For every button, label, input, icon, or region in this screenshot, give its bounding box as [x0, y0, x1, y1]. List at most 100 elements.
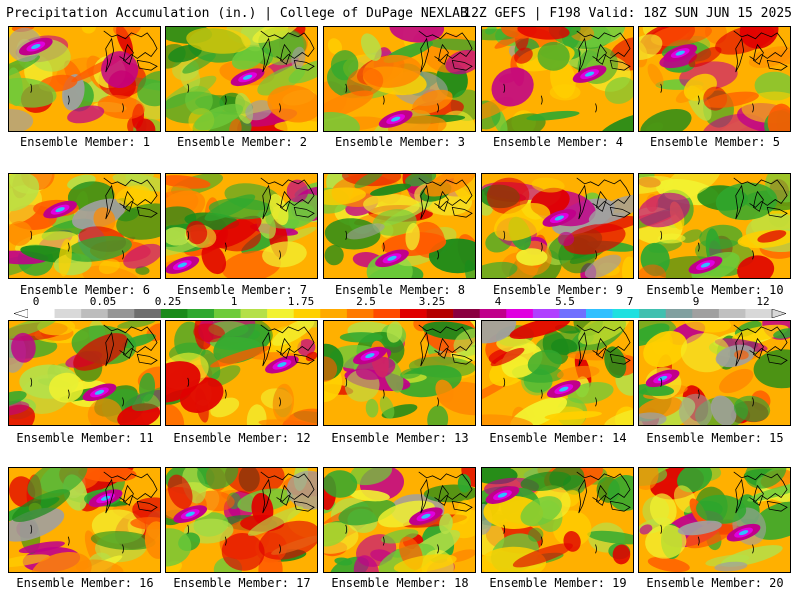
ensemble-map-panel — [481, 320, 634, 426]
colorbar-tick-label: 0.25 — [154, 295, 182, 308]
colorbar-segment — [187, 309, 215, 318]
colorbar-segment — [506, 309, 534, 318]
precipitation-map — [482, 468, 633, 572]
ensemble-member-caption: Ensemble Member: 13 — [331, 431, 469, 445]
colorbar-segment — [665, 309, 693, 318]
colorbar-segment — [81, 309, 109, 318]
colorbar-tick-label: 1 — [230, 295, 238, 308]
ensemble-member-caption: Ensemble Member: 11 — [16, 431, 154, 445]
precipitation-map — [639, 174, 790, 278]
colorbar — [14, 309, 786, 318]
ensemble-map-panel — [8, 173, 161, 279]
ensemble-map-panel — [481, 26, 634, 132]
ensemble-member-caption: Ensemble Member: 7 — [176, 283, 308, 297]
precipitation-map — [9, 27, 160, 131]
precipitation-map — [324, 27, 475, 131]
ensemble-map-panel — [165, 173, 318, 279]
precipitation-map — [324, 321, 475, 425]
ensemble-map-panel — [165, 467, 318, 573]
ensemble-map-panel — [323, 173, 476, 279]
ensemble-member-caption: Ensemble Member: 15 — [646, 431, 784, 445]
precipitation-map — [482, 27, 633, 131]
ensemble-member-caption: Ensemble Member: 18 — [331, 576, 469, 590]
ensemble-member-caption: Ensemble Member: 17 — [173, 576, 311, 590]
colorbar-segment — [240, 309, 268, 318]
ensemble-member-caption: Ensemble Member: 5 — [649, 135, 781, 149]
ensemble-member-caption: Ensemble Member: 4 — [492, 135, 624, 149]
precipitation-map — [482, 321, 633, 425]
colorbar-min-arrow — [14, 309, 29, 318]
ensemble-member-caption: Ensemble Member: 12 — [173, 431, 311, 445]
precipitation-map — [9, 468, 160, 572]
ensemble-member-caption: Ensemble Member: 1 — [19, 135, 151, 149]
precipitation-map — [324, 174, 475, 278]
ensemble-map-panel — [165, 320, 318, 426]
precipitation-map — [9, 174, 160, 278]
colorbar-tick-label: 9 — [692, 295, 700, 308]
colorbar-tick-label: 1.75 — [287, 295, 315, 308]
colorbar-segment — [745, 309, 773, 318]
precipitation-map — [166, 27, 317, 131]
colorbar-segment — [586, 309, 613, 318]
precipitation-map — [482, 174, 633, 278]
colorbar-segment — [612, 309, 640, 318]
colorbar-max-arrow — [771, 309, 786, 318]
precipitation-map — [166, 321, 317, 425]
ensemble-member-caption: Ensemble Member: 6 — [19, 283, 151, 297]
ensemble-member-caption: Ensemble Member: 14 — [489, 431, 627, 445]
precipitation-map — [639, 321, 790, 425]
precipitation-map — [324, 468, 475, 572]
colorbar-segment — [214, 309, 241, 318]
ensemble-member-caption: Ensemble Member: 10 — [646, 283, 784, 297]
ensemble-member-caption: Ensemble Member: 16 — [16, 576, 154, 590]
ensemble-map-panel — [8, 26, 161, 132]
colorbar-tick-label: 2.5 — [356, 295, 376, 308]
model-run-info: 12Z GEFS | F198 Valid: 18Z SUN JUN 15 20… — [463, 6, 792, 21]
colorbar-segment — [267, 309, 295, 318]
ensemble-map-panel — [165, 26, 318, 132]
colorbar-segment — [400, 309, 427, 318]
colorbar-segment — [639, 309, 667, 318]
ensemble-map-panel — [481, 467, 634, 573]
ensemble-map-panel — [638, 173, 791, 279]
ensemble-map-panel — [323, 320, 476, 426]
colorbar-tick-label: 3.25 — [418, 295, 446, 308]
colorbar-segment — [532, 309, 560, 318]
precipitation-map — [9, 321, 160, 425]
colorbar-tick-label: 5.5 — [555, 295, 575, 308]
ensemble-map-panel — [481, 173, 634, 279]
precipitation-map — [166, 468, 317, 572]
colorbar-segment — [479, 309, 507, 318]
ensemble-map-panel — [638, 467, 791, 573]
precipitation-map — [166, 174, 317, 278]
ensemble-map-panel — [8, 320, 161, 426]
colorbar-segment — [453, 309, 481, 318]
ensemble-member-caption: Ensemble Member: 8 — [334, 283, 466, 297]
colorbar-tick-label: 4 — [494, 295, 502, 308]
colorbar-tick-label: 12 — [756, 295, 770, 308]
ensemble-map-panel — [638, 320, 791, 426]
colorbar-segment — [373, 309, 401, 318]
colorbar-segment — [426, 309, 454, 318]
precipitation-map — [639, 468, 790, 572]
ensemble-member-caption: Ensemble Member: 9 — [492, 283, 624, 297]
colorbar-segment — [692, 309, 720, 318]
colorbar-tick-label: 0.05 — [89, 295, 117, 308]
ensemble-member-caption: Ensemble Member: 19 — [489, 576, 627, 590]
ensemble-map-panel — [323, 26, 476, 132]
colorbar-segment — [107, 309, 135, 318]
ensemble-member-caption: Ensemble Member: 20 — [646, 576, 784, 590]
ensemble-map-panel — [8, 467, 161, 573]
colorbar-segment — [160, 309, 188, 318]
colorbar-segment — [320, 309, 348, 318]
colorbar-segment — [718, 309, 746, 318]
colorbar-segment — [54, 309, 82, 318]
precipitation-map — [639, 27, 790, 131]
ensemble-member-caption: Ensemble Member: 3 — [334, 135, 466, 149]
colorbar-segment — [134, 309, 162, 318]
colorbar-segment — [346, 309, 374, 318]
ensemble-member-caption: Ensemble Member: 2 — [176, 135, 308, 149]
colorbar-tick-label: 7 — [626, 295, 634, 308]
colorbar-tick-label: 0 — [32, 295, 40, 308]
chart-title: Precipitation Accumulation (in.) | Colle… — [6, 6, 468, 21]
